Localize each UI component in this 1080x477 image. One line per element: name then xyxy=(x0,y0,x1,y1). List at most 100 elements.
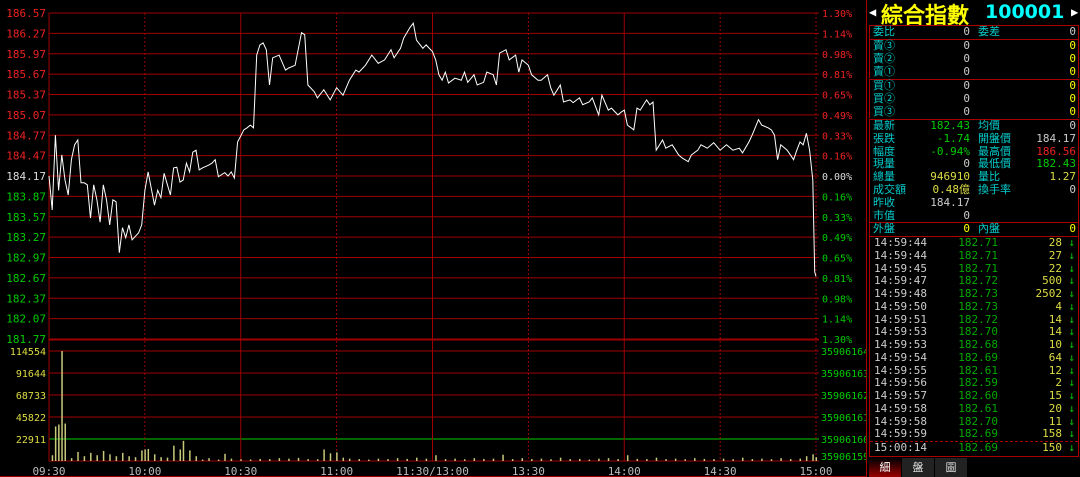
volume-bar xyxy=(182,440,185,461)
volume-bar xyxy=(559,457,562,461)
volume-bar xyxy=(646,459,648,461)
tick-volume: 14 xyxy=(1048,325,1062,339)
time-tick-label: 10:30 xyxy=(224,465,257,477)
volume-bar xyxy=(812,454,814,461)
arrow-down-icon: ↓ xyxy=(1068,414,1075,428)
percent-tick-label: 1.14% xyxy=(822,29,852,40)
volume-right-tick-label: 35906159 xyxy=(821,452,866,463)
volume-bar xyxy=(483,458,485,461)
volume-bar xyxy=(598,458,600,461)
volume-tick-label: 22911 xyxy=(16,435,46,446)
volume-bar xyxy=(569,459,571,461)
price-tick-label: 182.07 xyxy=(6,313,46,326)
triangle-right-icon[interactable]: ▶ xyxy=(1071,5,1079,19)
volume-bar xyxy=(377,458,380,461)
price-tick-label: 184.47 xyxy=(6,150,46,163)
percent-tick-label: 0.81% xyxy=(822,70,852,81)
volume-tick-label: 114554 xyxy=(10,347,46,358)
stat-label: 最新 xyxy=(873,119,895,132)
volume-bar xyxy=(201,459,204,461)
percent-tick-label: 0.33% xyxy=(822,131,852,142)
tab-2[interactable]: 圖 xyxy=(935,458,967,477)
time-tick-label: 09:30 xyxy=(32,465,65,477)
tick-price: 182.70 xyxy=(958,325,998,339)
tick-price: 182.72 xyxy=(958,274,998,288)
price-tick-label: 183.57 xyxy=(6,211,46,224)
volume-tick-label: 91644 xyxy=(16,369,46,380)
price-tick-label: 184.77 xyxy=(6,129,46,142)
arrow-down-icon: ↓ xyxy=(1068,325,1075,339)
volume-bar xyxy=(396,458,399,461)
volume-bar xyxy=(109,454,111,461)
price-tick-label: 183.87 xyxy=(6,190,46,203)
tick-price: 182.73 xyxy=(958,299,998,313)
volume-right-tick-label: 35906163 xyxy=(821,369,866,380)
bid-row: 買② 0 0 xyxy=(870,91,1078,106)
volume-right-tick-label: 35906161 xyxy=(821,413,866,424)
volume-bar xyxy=(217,459,220,461)
tick-row: 14:59:44 182.71 28 ↓ xyxy=(870,236,1078,250)
ask-section: 賣③ 0 0 賣② 0 0 賣① 0 0 xyxy=(869,39,1079,79)
tab-1[interactable]: 盤 xyxy=(902,458,934,477)
volume-bar xyxy=(674,458,677,461)
price-tick-label: 182.67 xyxy=(6,272,46,285)
tick-row: 14:59:50 182.73 4 ↓ xyxy=(870,299,1078,314)
tick-price: 182.61 xyxy=(958,401,998,415)
ask-label: 賣① xyxy=(873,64,895,78)
tick-row: 14:59:56 182.59 2 ↓ xyxy=(870,376,1078,390)
tick-row: 15:00:14 182.69 150 ↓ xyxy=(870,441,1078,454)
volume-bar xyxy=(102,450,105,461)
price-tick-label: 183.27 xyxy=(6,231,46,244)
volume-bar xyxy=(770,459,773,461)
volume-bar xyxy=(368,459,370,461)
stats-section: 最新 182.43 均價 0 張跌 -1.74 開盤價 184.17 幅度 -0.94% 最高價 18… xyxy=(869,119,1079,223)
tick-list[interactable]: 14:59:44 182.71 28 ↓ 14:59:44 182.71 27 ↓ 14:59:… xyxy=(869,236,1079,456)
volume-bar xyxy=(208,458,210,461)
volume-bar xyxy=(90,452,92,461)
tick-volume: 28 xyxy=(1048,236,1062,249)
volume-bar xyxy=(655,457,658,461)
percent-tick-label: 0.16% xyxy=(822,152,852,163)
stat-row: 昨收 184.17 xyxy=(870,196,1078,210)
stat-label-2: 最低價 xyxy=(978,157,1011,171)
tick-volume: 2502 xyxy=(1035,287,1063,300)
arrow-down-icon: ↓ xyxy=(1068,274,1075,288)
volume-bar xyxy=(694,458,696,461)
volume-bar xyxy=(531,459,533,461)
triangle-left-icon[interactable]: ◀ xyxy=(869,5,877,19)
inner-label: 內盤 xyxy=(978,222,1000,235)
stat-row: 現量 0 最低價 182.43 xyxy=(870,158,1078,171)
volume-bar xyxy=(230,458,233,461)
tick-price: 182.71 xyxy=(958,248,998,262)
tick-volume: 2 xyxy=(1055,376,1062,390)
arrow-down-icon: ↓ xyxy=(1068,236,1075,249)
arrow-down-icon: ↓ xyxy=(1068,401,1075,415)
inner-value: 0 xyxy=(1069,222,1076,235)
percent-tick-label: 1.30% xyxy=(822,9,852,20)
bid-price: 0 xyxy=(963,79,970,92)
stat-value: -1.74 xyxy=(936,131,970,145)
tick-price: 182.68 xyxy=(958,338,998,351)
ask-label: 賣② xyxy=(873,51,895,65)
stat-row: 最新 182.43 均價 0 xyxy=(870,119,1078,133)
volume-tick-label: 68733 xyxy=(16,391,46,402)
bid-price: 0 xyxy=(963,91,970,105)
tick-time: 14:59:47 xyxy=(874,274,927,288)
volume-bar xyxy=(751,459,754,461)
tick-row: 14:59:58 182.61 20 ↓ xyxy=(870,401,1078,416)
volume-bar xyxy=(741,457,744,461)
tab-0[interactable]: 細 xyxy=(869,458,901,477)
volume-bar xyxy=(336,452,338,461)
tick-row: 14:59:51 182.72 14 ↓ xyxy=(870,313,1078,327)
commission-ratio-label: 委比 xyxy=(873,25,895,38)
tick-time: 14:59:44 xyxy=(874,236,927,249)
commission-diff-label: 委差 xyxy=(978,25,1000,38)
tick-volume: 27 xyxy=(1048,248,1062,262)
volume-bar xyxy=(348,458,351,461)
volume-bar xyxy=(249,459,252,461)
tick-price: 182.71 xyxy=(958,261,998,275)
volume-bar xyxy=(511,459,514,461)
intraday-chart[interactable]: 186.57 1.30% 186.27 1.14% 185.97 0.98% 185.67 0… xyxy=(0,0,866,477)
tick-price: 182.70 xyxy=(958,414,998,428)
volume-bar xyxy=(579,458,581,461)
